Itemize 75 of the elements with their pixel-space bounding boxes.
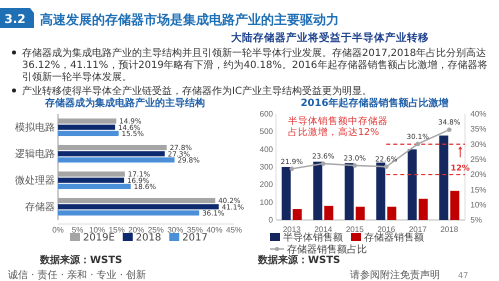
y2-tick-label: 10% [470,200,486,210]
bar [450,190,460,220]
y2-tick-label: 20% [470,170,486,180]
text: 大陆存储器产业将受益于半导体产业转移 [231,31,429,44]
text: 诚信 · 责任 · 亲和 · 专业 · 创新 [8,269,146,281]
x-tick-label: 2016 [377,224,396,234]
bar [418,198,428,220]
text: 47 [458,271,468,280]
text: 产业转移使得半导体全产业链受益，存储器作为IC产业主导结构受益更为明显。 [22,85,372,97]
bar [356,206,365,220]
bar [324,206,334,220]
y-tick-label: 0 [268,216,274,225]
point [320,161,326,166]
x-tick-label: 45% [226,226,242,235]
text: 高速发展的存储器市场是集成电路产业的主要驱动力 [40,12,339,28]
annotation: 12% [450,164,470,173]
bar [344,163,354,220]
y-tick-label: 逻辑电路 [15,148,55,160]
legend-label: 2019E [83,232,115,244]
source-note: 数据来源：WSTS [257,254,340,266]
x-tick-label: 30% [167,226,184,235]
legend-label: 存储器销售额占比 [287,244,367,256]
chart-title: 存储器成为集成电路产业的主导结构 [44,97,205,109]
point [384,164,389,169]
text: 请参阅附注免责声明 [350,269,440,281]
y-tick-label: 400 [260,144,274,154]
chart-title: 2016年起存储器销售额占比激增 [300,97,448,109]
y2-tick-label: 40% [470,110,486,119]
bar [58,130,119,136]
y-tick-label: 100 [260,198,274,207]
bar [313,162,322,220]
x-tick-label: 2018 [440,224,459,234]
bar [58,210,200,216]
y2-tick-label: 5% [470,216,482,225]
bar [58,151,165,156]
bar [439,136,448,220]
bar [58,178,124,183]
legend-label: 2018 [136,232,162,244]
x-tick-label: 2013 [282,224,302,234]
y2-tick-label: 30% [470,140,486,149]
point [446,127,452,132]
bar [282,167,291,220]
bar [387,206,396,220]
point [352,163,358,168]
bar [376,162,386,220]
bar [292,209,302,220]
bar [58,204,219,210]
point [415,142,420,146]
legend-label: 半导体销售额 [283,232,343,244]
source-note: 数据来源：WSTS [39,254,122,266]
x-tick-label: 40% [206,226,222,235]
y2-tick-label: 35% [470,124,486,134]
text: 存储器成为集成电路产业的主导结构并且引领新一轮半导体行业发展。存储器2017,2018年占比分别高达36.12%，41.11%，预计2019年略有下滑，约为40.18%。2016年起存储器销售额占比激增，存储器将引领新一轮半导体发展。 [22,47,488,83]
annotation: 半导体销售额中存储器占比激增，高达12% [288,115,388,138]
legend-label: 2017 [182,232,208,244]
x-tick-label: 2014 [314,224,333,234]
bar [58,157,175,163]
legend-label: 存储器销售额 [364,232,424,244]
y-tick-label: 模拟电路 [15,121,55,134]
x-tick-label: 0% [52,226,64,235]
y-tick-label: 200 [260,180,274,190]
y-tick-label: 600 [260,110,274,119]
bar [58,124,116,130]
y2-tick-label: 25% [470,154,486,164]
y-tick-label: 微处理器 [15,174,55,186]
bar [408,149,417,220]
y-tick-label: 300 [260,162,274,172]
y-tick-label: 500 [260,127,274,136]
point [289,166,294,172]
y-tick-label: 存储器 [25,200,55,213]
text: 3.2 [4,12,26,26]
bar [58,184,131,190]
x-tick-label: 2015 [346,224,364,234]
y2-tick-label: 15% [470,185,486,194]
x-tick-label: 5% [72,226,84,235]
